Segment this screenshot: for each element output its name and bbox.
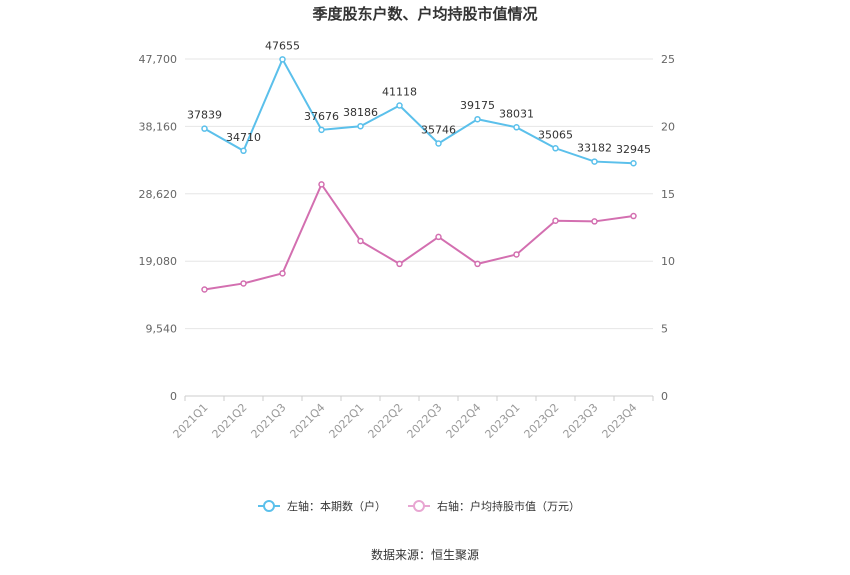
data-label: 32945 [616,143,651,156]
data-source: 数据来源：恒生聚源 [371,547,479,562]
data-point [435,233,442,241]
left-tick-label: 19,080 [139,255,178,268]
data-point [396,260,403,268]
legend: 左轴：本期数（户） 右轴：户均持股市值（万元） [258,499,580,513]
data-point [396,102,403,109]
data-point [630,212,637,220]
data-point [552,217,559,225]
chart-title: 季度股东户数、户均持股市值情况 [312,5,537,23]
data-point [435,140,442,147]
left-tick-label: 9,540 [146,323,178,336]
data-label: 41118 [382,86,417,99]
data-point [591,218,598,225]
data-point [357,237,364,245]
data-point [240,147,247,155]
data-label: 37676 [304,110,339,123]
data-point [591,158,598,165]
right-tick-label: 10 [661,255,675,268]
data-label: 33182 [577,142,612,155]
x-tick-label: 2021Q3 [249,401,289,441]
right-tick-label: 0 [661,390,668,403]
right-tick-label: 5 [661,323,668,336]
left-tick-label: 47,700 [139,53,178,66]
right-axis-ticks: 0 5 10 15 20 25 [661,53,675,403]
x-tick-label: 2022Q4 [444,401,484,441]
data-label: 37839 [187,109,222,122]
data-point [318,181,325,188]
legend-label-left: 左轴：本期数（户） [287,499,386,513]
data-label: 38031 [499,107,534,120]
data-point [318,126,325,134]
x-tick-label: 2021Q2 [210,401,250,441]
data-point [201,125,208,132]
data-point [240,280,247,287]
left-tick-label: 28,620 [139,188,178,201]
data-label: 35065 [538,128,573,141]
x-tick-label: 2021Q4 [288,401,328,441]
data-label: 38186 [343,106,378,119]
left-tick-label: 0 [170,390,177,403]
data-point [513,251,520,258]
x-tick-label: 2022Q3 [405,401,445,441]
right-tick-label: 20 [661,120,675,133]
x-tick-label: 2022Q2 [366,401,406,441]
legend-label-right: 右轴：户均持股市值（万元） [437,499,580,513]
data-point [201,286,208,293]
legend-marker-left [263,500,275,512]
series-layer: 37839 34710 47655 37676 38186 41118 35746 39175… [187,39,651,293]
data-point [630,159,637,167]
right-tick-label: 15 [661,188,675,201]
x-tick-label: 2023Q4 [600,401,640,441]
x-tick-label: 2022Q1 [327,401,367,441]
x-tick-label: 2023Q1 [483,401,523,441]
grid-lines [185,58,653,397]
data-point [474,260,481,268]
data-point [552,145,559,152]
data-point [474,115,481,123]
x-axis-ticks: 2021Q12021Q22021Q32021Q42022Q12022Q22022… [171,396,654,441]
data-label: 35746 [421,123,456,136]
series-line-right [204,182,634,291]
data-point [279,56,286,63]
series-line-left [204,57,634,165]
left-tick-label: 38,160 [139,120,178,133]
x-tick-label: 2023Q2 [522,401,562,441]
right-tick-label: 25 [661,53,675,66]
x-tick-label: 2023Q3 [561,401,601,441]
left-axis-ticks: 0 9,540 19,080 28,620 38,160 47,700 [139,53,178,403]
data-label: 34710 [226,131,261,144]
legend-marker-right [413,500,425,512]
data-point [357,122,364,130]
data-label: 39175 [460,99,495,112]
data-point [279,270,286,277]
data-label: 47655 [265,39,300,52]
data-point [513,124,520,131]
x-tick-label: 2021Q1 [171,401,211,441]
